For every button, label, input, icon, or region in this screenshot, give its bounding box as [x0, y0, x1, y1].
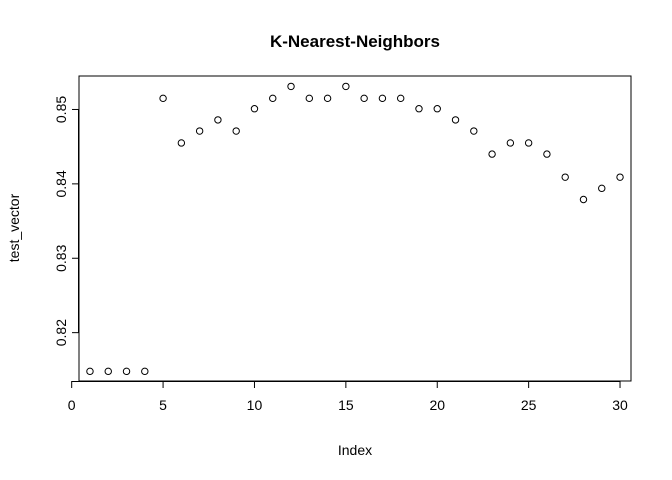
- data-point: [378, 94, 387, 103]
- data-point: [433, 105, 441, 113]
- data-point: [415, 105, 423, 113]
- data-point: [323, 94, 332, 103]
- data-point: [141, 367, 149, 376]
- y-tick-label: 0.83: [53, 244, 69, 271]
- data-point: [598, 184, 606, 193]
- x-tick-label: 20: [429, 397, 445, 413]
- data-point: [524, 139, 533, 147]
- x-tick-label: 30: [612, 397, 628, 413]
- data-point: [488, 150, 496, 158]
- x-tick-label: 5: [159, 397, 167, 413]
- data-point: [470, 127, 478, 135]
- data-point: [342, 82, 350, 91]
- x-axis-label: Index: [338, 442, 372, 458]
- data-point: [86, 367, 94, 376]
- data-point: [159, 94, 167, 103]
- x-axis: 0 5 10 15 20 25 30: [68, 381, 628, 413]
- data-point: [360, 94, 368, 103]
- data-points: [86, 82, 624, 376]
- x-tick-label: 0: [68, 397, 76, 413]
- data-point: [122, 367, 131, 376]
- data-point: [287, 82, 295, 91]
- y-tick-label: 0.85: [53, 96, 69, 123]
- data-point: [250, 105, 259, 113]
- data-point: [396, 94, 405, 103]
- data-point: [561, 173, 569, 181]
- data-point: [177, 139, 186, 147]
- x-tick-label: 15: [338, 397, 354, 413]
- y-tick-label: 0.84: [53, 170, 69, 197]
- data-point: [616, 173, 624, 181]
- y-axis-label: test_vector: [6, 193, 22, 262]
- data-point: [451, 116, 460, 124]
- data-point: [305, 94, 314, 103]
- data-point: [214, 116, 222, 124]
- data-point: [506, 139, 515, 147]
- data-point: [269, 94, 277, 103]
- y-axis: 0.82 0.83 0.84 0.85: [53, 96, 79, 346]
- y-tick-label: 0.82: [53, 319, 69, 346]
- data-point: [195, 127, 204, 135]
- data-point: [232, 127, 240, 135]
- chart-title: K-Nearest-Neighbors: [270, 32, 440, 51]
- data-point: [579, 195, 588, 204]
- x-tick-label: 10: [247, 397, 263, 413]
- x-tick-label: 25: [521, 397, 537, 413]
- data-point: [543, 150, 551, 158]
- plot-frame: [78, 75, 632, 382]
- data-point: [104, 367, 112, 376]
